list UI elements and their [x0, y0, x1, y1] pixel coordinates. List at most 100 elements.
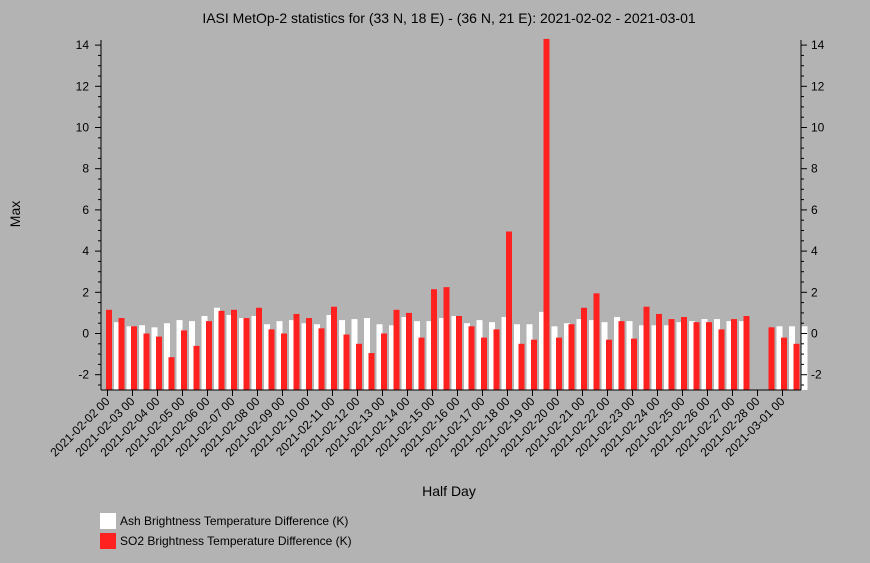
bar-ash — [264, 324, 270, 390]
y-tick-label-right: 4 — [811, 244, 818, 258]
bar-ash — [289, 320, 295, 390]
bar-ash — [414, 321, 420, 390]
y-tick-label-left: 10 — [76, 121, 90, 135]
bar-so2 — [168, 357, 175, 390]
bar-so2 — [118, 318, 125, 390]
bar-ash — [451, 315, 458, 390]
y-tick-label-right: 6 — [811, 203, 818, 217]
bar-so2 — [493, 329, 500, 390]
bar-so2 — [681, 317, 687, 390]
bar-ash — [339, 320, 345, 390]
bar-so2 — [506, 231, 512, 390]
bar-ash — [539, 311, 545, 390]
bar-ash — [301, 323, 308, 390]
bar-so2 — [593, 293, 600, 390]
bar-ash — [801, 326, 808, 390]
bar-so2 — [343, 334, 350, 390]
bar-ash — [526, 324, 533, 390]
bar-ash — [789, 326, 795, 390]
bar-so2 — [356, 343, 362, 390]
bar-ash — [576, 319, 583, 390]
bar-ash — [201, 315, 208, 390]
bar-so2 — [568, 324, 575, 390]
bar-ash — [464, 323, 470, 390]
bar-ash — [226, 314, 233, 390]
bar-so2 — [543, 38, 550, 391]
bar-so2 — [443, 287, 450, 390]
bar-so2 — [243, 318, 250, 390]
bar-so2 — [731, 319, 737, 390]
bar-ash — [389, 325, 395, 390]
bar-so2 — [718, 329, 725, 390]
bar-ash — [689, 321, 695, 390]
bar-ash — [114, 322, 120, 390]
bar-so2 — [106, 309, 112, 390]
bar-so2 — [706, 322, 712, 390]
bar-ash — [701, 319, 708, 390]
bar-so2 — [631, 338, 637, 390]
bar-ash — [376, 324, 383, 390]
bar-so2 — [606, 339, 612, 390]
bar-ash — [214, 307, 220, 390]
y-tick-label-right: 12 — [811, 79, 825, 93]
legend-swatch-so2 — [100, 533, 116, 549]
bar-so2 — [331, 306, 337, 390]
bar-so2 — [531, 339, 537, 390]
legend: Ash Brightness Temperature Difference (K… — [100, 511, 352, 551]
bar-ash — [276, 321, 283, 390]
legend-item-so2: SO2 Brightness Temperature Difference (K… — [100, 531, 352, 551]
bar-so2 — [406, 312, 412, 390]
bar-so2 — [156, 336, 162, 390]
y-axis-label: Max — [7, 201, 23, 227]
bar-so2 — [581, 307, 587, 390]
legend-swatch-ash — [100, 513, 116, 529]
bar-ash — [326, 314, 333, 390]
bar-so2 — [768, 327, 775, 390]
bar-ash — [626, 321, 633, 390]
y-tick-label-right: 14 — [811, 38, 825, 52]
bar-ash — [501, 317, 508, 390]
legend-label-so2: SO2 Brightness Temperature Difference (K… — [120, 534, 352, 548]
bar-ash — [314, 324, 320, 390]
bar-so2 — [693, 322, 700, 390]
bar-so2 — [306, 318, 312, 390]
bar-ash — [139, 325, 145, 390]
y-tick-label-right: 10 — [811, 121, 825, 135]
bars-layer — [106, 38, 808, 391]
bar-ash — [126, 326, 133, 390]
y-tick-label-right: 2 — [811, 285, 818, 299]
bar-so2 — [656, 313, 662, 390]
bar-so2 — [518, 343, 525, 390]
bar-ash — [514, 324, 520, 390]
bar-so2 — [456, 315, 462, 390]
bar-ash — [176, 320, 183, 390]
y-tick-label-right: -2 — [811, 368, 822, 382]
bar-so2 — [181, 330, 187, 390]
bar-so2 — [468, 326, 475, 390]
bar-so2 — [381, 333, 387, 390]
bar-so2 — [556, 337, 562, 390]
bar-ash — [739, 321, 745, 390]
y-tick-label-left: 8 — [82, 162, 89, 176]
legend-label-ash: Ash Brightness Temperature Difference (K… — [120, 514, 349, 528]
bar-so2 — [293, 313, 300, 390]
y-tick-label-left: 14 — [76, 38, 90, 52]
bar-ash — [776, 326, 783, 390]
bar-ash — [489, 322, 495, 390]
bar-so2 — [368, 353, 375, 390]
bar-so2 — [268, 329, 275, 390]
y-tick-label-left: -2 — [78, 368, 89, 382]
bar-ash — [651, 325, 658, 390]
bar-so2 — [193, 345, 200, 390]
bar-ash — [439, 318, 445, 390]
bar-ash — [364, 318, 370, 390]
bar-ash — [426, 321, 433, 390]
bar-so2 — [481, 337, 487, 390]
y-tick-label-left: 2 — [82, 285, 89, 299]
bar-ash — [726, 321, 733, 390]
bar-so2 — [668, 319, 675, 390]
bar-so2 — [281, 333, 287, 390]
bar-so2 — [231, 309, 237, 390]
y-tick-label-left: 12 — [76, 79, 90, 93]
